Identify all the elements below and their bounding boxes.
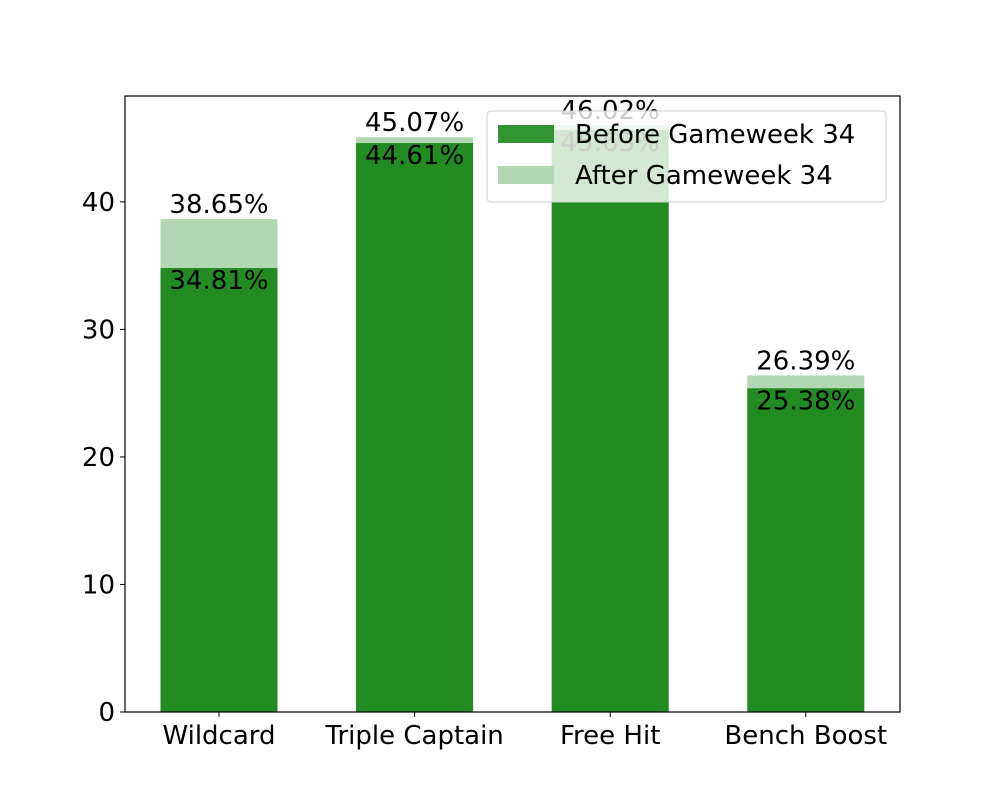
data-label-before-bench-boost: 25.38% — [756, 386, 855, 416]
y-tick-label-0: 0 — [98, 698, 115, 728]
bar-before-bench-boost — [747, 388, 865, 712]
data-label-before-wildcard: 34.81% — [169, 266, 268, 296]
x-tick-label-bench-boost: Bench Boost — [724, 721, 887, 751]
x-axis: Wildcard Triple Captain Free Hit Bench Boos… — [162, 712, 887, 751]
y-tick-label-10: 10 — [82, 570, 115, 600]
y-axis: 0 10 20 30 40 — [82, 188, 125, 728]
before-series-bars — [160, 130, 865, 713]
y-tick-label-20: 20 — [82, 443, 115, 473]
x-tick-label-free-hit: Free Hit — [560, 721, 660, 751]
y-tick-label-40: 40 — [82, 188, 115, 218]
x-tick-label-wildcard: Wildcard — [162, 721, 275, 751]
legend: Before Gameweek 34 After Gameweek 34 — [486, 110, 887, 203]
legend-label-after: After Gameweek 34 — [575, 161, 833, 191]
data-label-before-triple-captain: 44.61% — [365, 141, 464, 171]
bar-before-wildcard — [160, 268, 278, 712]
data-label-after-wildcard: 38.65% — [169, 190, 268, 220]
bar-before-free-hit — [551, 130, 669, 712]
data-label-after-triple-captain: 45.07% — [365, 108, 464, 138]
bar-before-triple-captain — [356, 143, 474, 713]
legend-label-before: Before Gameweek 34 — [575, 120, 855, 150]
data-label-after-bench-boost: 26.39% — [756, 346, 855, 376]
legend-box — [486, 110, 887, 203]
legend-swatch-before — [498, 125, 554, 143]
x-tick-label-triple-captain: Triple Captain — [324, 721, 503, 751]
plot-frame — [124, 95, 901, 713]
y-tick-label-30: 30 — [82, 315, 115, 345]
legend-swatch-after — [498, 166, 554, 184]
